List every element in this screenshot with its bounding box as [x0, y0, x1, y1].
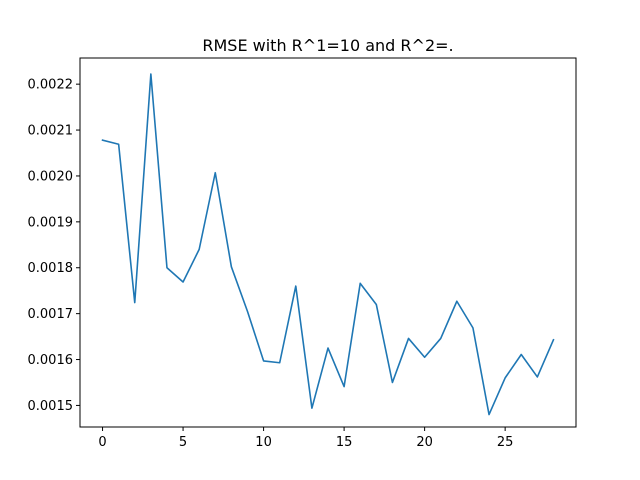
y-tick-label: 0.0021 [28, 124, 74, 139]
x-tick-label: 20 [416, 435, 433, 450]
y-tick-label: 0.0020 [28, 169, 74, 184]
plot-area: 0 5 10 15 20 25 0.0015 0.0016 0.0017 0.0018 0.0019… [28, 57, 577, 450]
x-tick-label: 10 [255, 435, 272, 450]
y-tick-label: 0.0018 [28, 261, 74, 276]
x-tick-label: 25 [497, 435, 514, 450]
x-tick-label: 0 [98, 435, 106, 450]
y-tick-label: 0.0022 [28, 78, 74, 93]
x-tick-label: 5 [179, 435, 187, 450]
y-tick-label: 0.0016 [28, 353, 74, 368]
y-tick-label: 0.0017 [28, 307, 74, 322]
series-line-0 [101, 73, 555, 416]
chart-title: RMSE with R^1=10 and R^2=. [202, 36, 453, 55]
y-tick-label: 0.0019 [28, 215, 74, 230]
y-tick-label: 0.0015 [28, 399, 74, 414]
axes-frame [79, 57, 577, 428]
x-tick-label: 15 [336, 435, 353, 450]
